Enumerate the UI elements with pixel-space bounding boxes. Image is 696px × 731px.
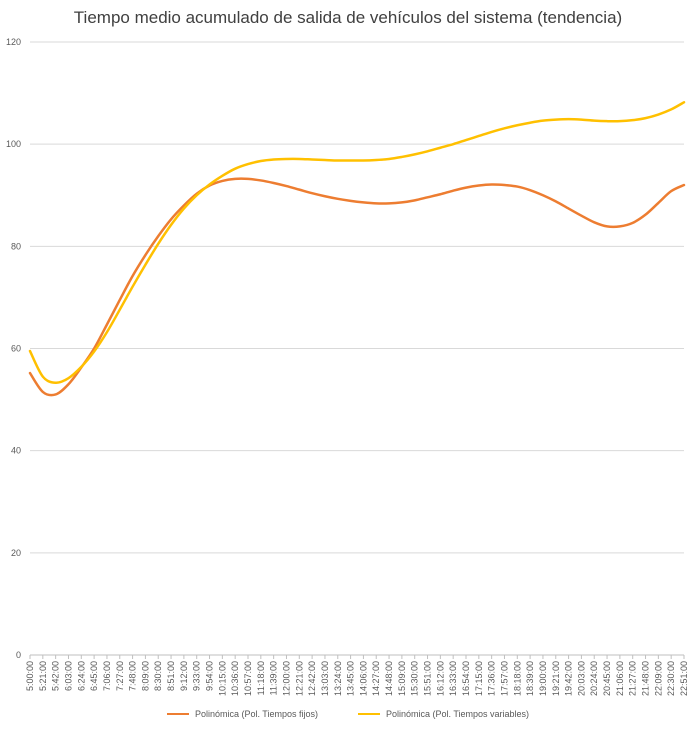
x-tick-label: 17:57:00 (499, 661, 509, 696)
x-tick-label: 12:00:00 (281, 661, 291, 696)
x-tick-label: 22:30:00 (666, 661, 676, 696)
legend-item-variable: Polinómica (Pol. Tiempos variables) (357, 709, 530, 719)
x-tick-label: 9:12:00 (179, 661, 189, 691)
legend-swatch-variable (357, 713, 380, 715)
x-tick-label: 20:45:00 (602, 661, 612, 696)
y-tick-label: 60 (11, 344, 21, 354)
x-tick-label: 17:36:00 (487, 661, 497, 696)
x-tick-label: 20:24:00 (589, 661, 599, 696)
x-tick-label: 6:03:00 (63, 661, 73, 691)
x-tick-label: 12:21:00 (294, 661, 304, 696)
x-tick-label: 5:00:00 (25, 661, 35, 691)
x-tick-label: 14:06:00 (358, 661, 368, 696)
x-tick-label: 20:03:00 (576, 661, 586, 696)
x-tick-label: 15:09:00 (397, 661, 407, 696)
x-tick-label: 8:30:00 (153, 661, 163, 691)
x-tick-label: 9:54:00 (205, 661, 215, 691)
x-tick-label: 16:54:00 (461, 661, 471, 696)
chart-title: Tiempo medio acumulado de salida de vehí… (73, 8, 623, 27)
x-tick-label: 14:27:00 (371, 661, 381, 696)
x-tick-label: 21:48:00 (641, 661, 651, 696)
x-tick-label: 15:51:00 (423, 661, 433, 696)
x-tick-label: 13:45:00 (346, 661, 356, 696)
x-tick-label: 19:21:00 (551, 661, 561, 696)
x-tick-label: 10:36:00 (230, 661, 240, 696)
x-tick-label: 14:48:00 (384, 661, 394, 696)
x-tick-label: 17:15:00 (474, 661, 484, 696)
x-tick-label: 18:39:00 (525, 661, 535, 696)
x-tick-label: 11:39:00 (269, 661, 279, 695)
y-tick-label: 40 (11, 446, 21, 456)
x-tick-label: 13:24:00 (333, 661, 343, 696)
y-tick-label: 100 (6, 139, 21, 149)
x-tick-label: 5:21:00 (38, 661, 48, 691)
x-tick-label: 9:33:00 (192, 661, 202, 691)
x-tick-label: 6:24:00 (76, 661, 86, 691)
x-tick-label: 22:51:00 (679, 661, 689, 696)
x-tick-label: 10:57:00 (243, 661, 253, 696)
x-tick-label: 10:15:00 (217, 661, 227, 696)
y-tick-label: 120 (6, 37, 21, 47)
legend-item-fixed: Polinómica (Pol. Tiempos fijos) (166, 709, 318, 719)
x-tick-label: 18:18:00 (512, 661, 522, 696)
x-tick-label: 16:33:00 (448, 661, 458, 696)
chart-legend: Polinómica (Pol. Tiempos fijos) Polinómi… (0, 709, 696, 719)
x-tick-label: 12:42:00 (307, 661, 317, 696)
x-tick-label: 21:06:00 (615, 661, 625, 696)
x-tick-label: 13:03:00 (320, 661, 330, 696)
x-tick-label: 7:48:00 (128, 661, 138, 691)
x-tick-label: 5:42:00 (51, 661, 61, 691)
series-line-variable (28, 101, 686, 384)
x-tick-label: 8:51:00 (166, 661, 176, 691)
x-tick-label: 6:45:00 (89, 661, 99, 691)
x-tick-label: 8:09:00 (140, 661, 150, 691)
x-tick-label: 21:27:00 (628, 661, 638, 696)
x-tick-label: 16:12:00 (435, 661, 445, 696)
x-tick-label: 7:06:00 (102, 661, 112, 691)
x-tick-label: 19:42:00 (564, 661, 574, 696)
legend-swatch-fixed (166, 713, 189, 715)
y-tick-label: 20 (11, 548, 21, 558)
x-tick-label: 15:30:00 (410, 661, 420, 696)
x-tick-label: 7:27:00 (115, 661, 125, 691)
series-line-fixed (28, 177, 686, 397)
legend-label-fixed: Polinómica (Pol. Tiempos fijos) (194, 709, 318, 719)
x-tick-label: 22:09:00 (653, 661, 663, 696)
y-tick-label: 80 (11, 241, 21, 251)
x-tick-label: 19:00:00 (538, 661, 548, 696)
y-tick-label: 0 (16, 650, 21, 660)
legend-label-variable: Polinómica (Pol. Tiempos variables) (385, 709, 530, 719)
x-tick-label: 11:18:00 (256, 661, 266, 695)
